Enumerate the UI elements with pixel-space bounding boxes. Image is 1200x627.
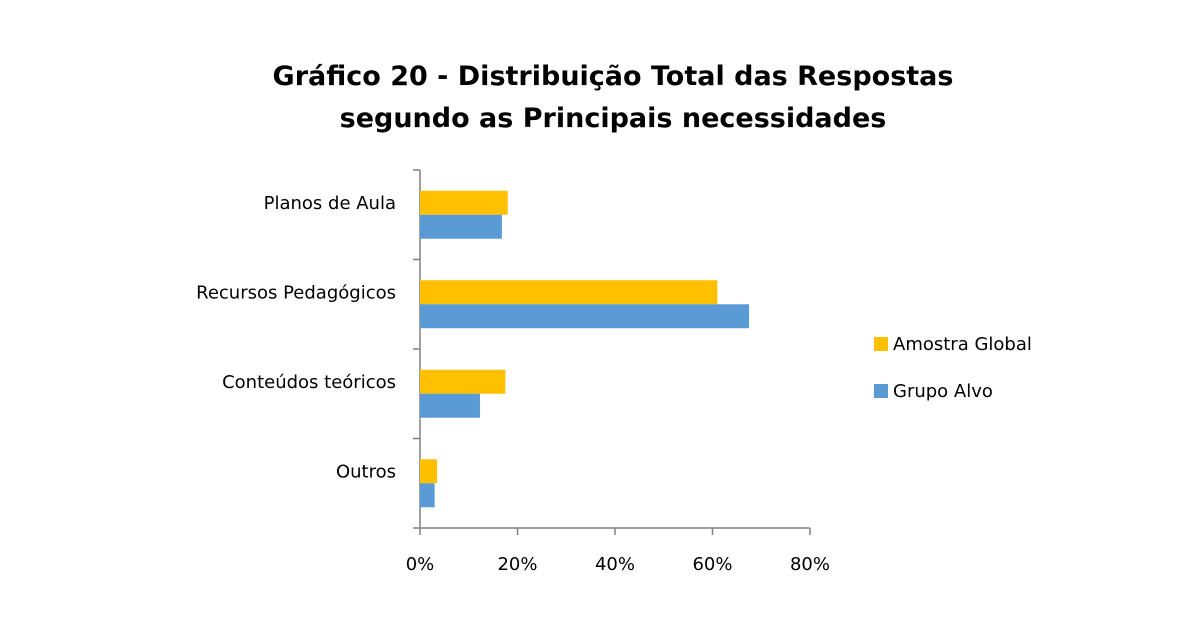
legend-swatch [874, 384, 888, 398]
chart-title-line-1: Gráfico 20 - Distribuição Total das Resp… [272, 61, 954, 92]
x-tick-label: 0% [406, 554, 435, 575]
category-label: Outros [336, 461, 396, 482]
bar-grupo-alvo [420, 304, 750, 329]
category-label: Planos de Aula [264, 193, 396, 214]
legend-swatch [874, 337, 888, 351]
bar-amostra-global [420, 190, 508, 215]
legend-label: Amostra Global [893, 334, 1032, 355]
category-labels: Planos de Aula Recursos Pedagógicos Conteú… [196, 193, 396, 483]
bar-grupo-alvo [420, 393, 480, 418]
x-tick-label: 80% [790, 554, 830, 575]
x-tick-label: 20% [497, 554, 537, 575]
bar-grupo-alvo [420, 214, 502, 239]
legend-label: Grupo Alvo [893, 381, 993, 402]
x-tick-label: 40% [595, 554, 635, 575]
bar-grupo-alvo [420, 483, 435, 508]
bar-amostra-global [420, 280, 718, 305]
bars [420, 190, 750, 508]
chart-title-line-2: segundo as Principais necessidades [339, 103, 887, 134]
bar-amostra-global [420, 369, 506, 394]
category-label: Recursos Pedagógicos [196, 282, 396, 303]
chart-title: Gráfico 20 - Distribuição Total das Resp… [0, 56, 1200, 140]
bar-amostra-global [420, 459, 438, 484]
category-label: Conteúdos teóricos [222, 372, 396, 393]
x-tick-label: 60% [692, 554, 732, 575]
x-tick-labels: 0% 20% 40% 60% 80% [406, 554, 830, 575]
legend: Amostra Global Grupo Alvo [874, 334, 1032, 402]
